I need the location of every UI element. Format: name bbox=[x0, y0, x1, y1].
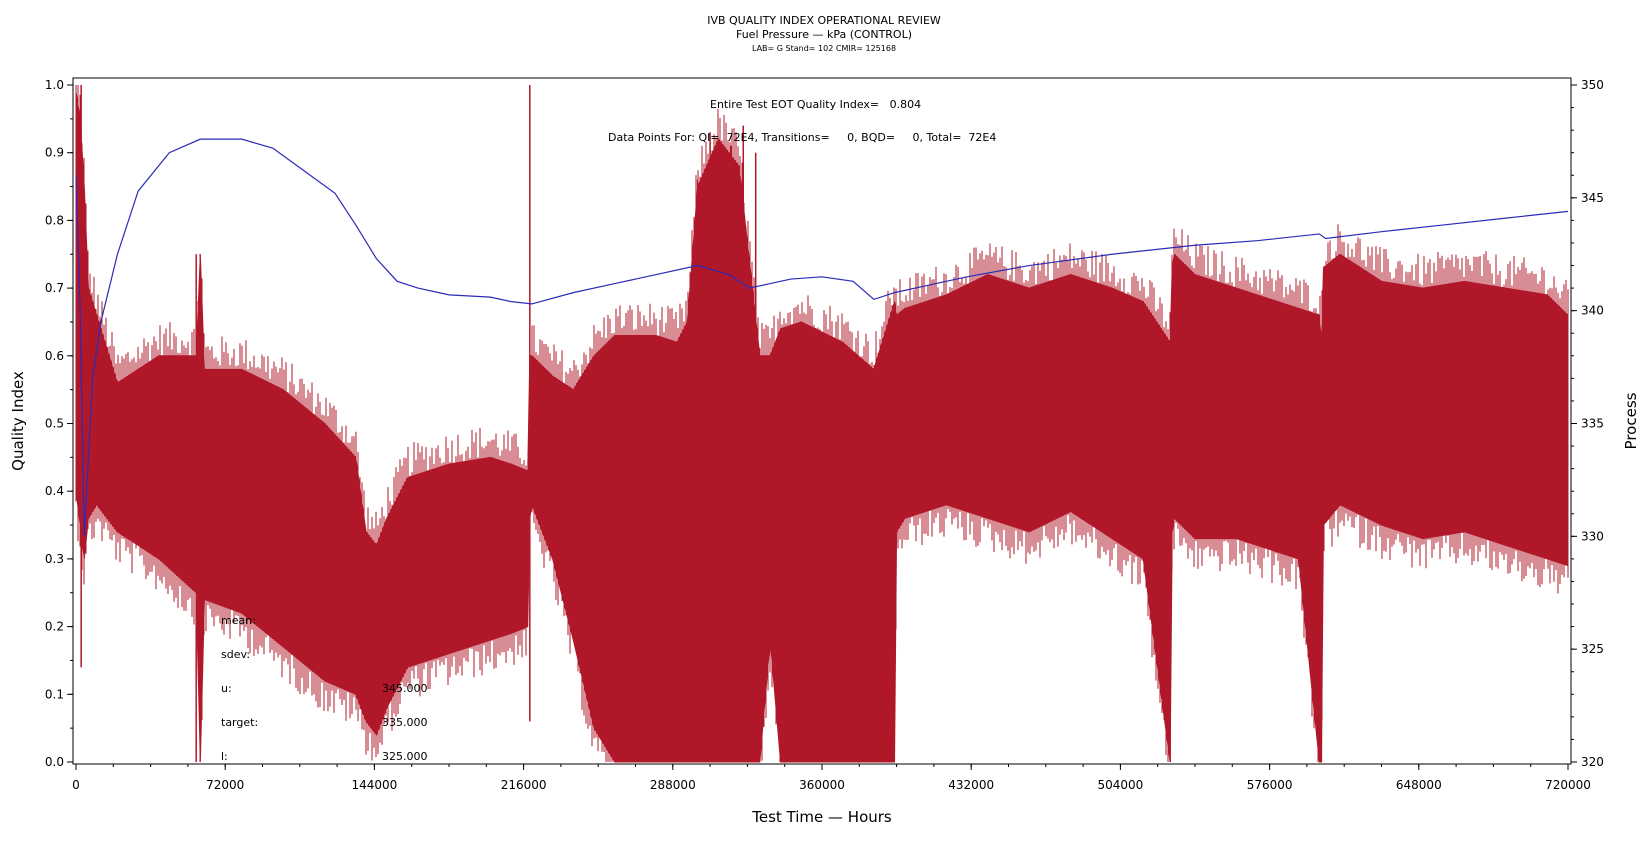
y2-tick-label: 320 bbox=[1581, 755, 1604, 769]
data-points-annotation: Data Points For: QI= 72E4, Transitions= … bbox=[608, 131, 996, 144]
x-tick-label: 360000 bbox=[799, 778, 845, 792]
y-tick-label: 0.6 bbox=[45, 349, 64, 363]
x-tick-label: 648000 bbox=[1396, 778, 1442, 792]
x-tick-label: 144000 bbox=[351, 778, 397, 792]
x-tick-label: 432000 bbox=[948, 778, 994, 792]
chart-lab-line: LAB= G Stand= 102 CMIR= 125168 bbox=[752, 44, 896, 53]
x-tick-label: 504000 bbox=[1097, 778, 1143, 792]
quality-index-noise bbox=[75, 85, 1569, 762]
quality-index-annotation: Entire Test EOT Quality Index= 0.804 bbox=[710, 98, 921, 111]
chart-title: IVB QUALITY INDEX OPERATIONAL REVIEW bbox=[707, 14, 941, 27]
y2-tick-label: 335 bbox=[1581, 417, 1604, 431]
process-line bbox=[75, 138, 1569, 537]
y2-tick-label: 345 bbox=[1581, 191, 1604, 205]
y-tick-label: 0.1 bbox=[45, 687, 64, 701]
y2-tick-label: 325 bbox=[1581, 642, 1604, 656]
y2-tick-label: 330 bbox=[1581, 529, 1604, 543]
y-axis-label: Quality Index bbox=[9, 371, 27, 471]
y-tick-label: 0.5 bbox=[45, 417, 64, 431]
x-tick-label: 720000 bbox=[1545, 778, 1591, 792]
x-tick-label: 72000 bbox=[206, 778, 244, 792]
stat-l-label: l: bbox=[221, 750, 228, 763]
stat-u-value: 345.000 bbox=[382, 682, 428, 695]
chart-subtitle: Fuel Pressure — kPa (CONTROL) bbox=[736, 28, 912, 41]
stat-mean-label: mean: bbox=[221, 614, 256, 627]
y-tick-label: 0.8 bbox=[45, 213, 64, 227]
y-tick-label: 0.9 bbox=[45, 146, 64, 160]
y-tick-label: 0.3 bbox=[45, 552, 64, 566]
x-tick-label: 0 bbox=[72, 778, 80, 792]
y2-tick-label: 350 bbox=[1581, 78, 1604, 92]
stat-l-value: 325.000 bbox=[382, 750, 428, 763]
x-tick-label: 288000 bbox=[650, 778, 696, 792]
stat-u-label: u: bbox=[221, 682, 232, 695]
x-tick-label: 576000 bbox=[1247, 778, 1293, 792]
y-tick-label: 0.4 bbox=[45, 484, 64, 498]
stat-target-label: target: bbox=[221, 716, 258, 729]
y2-axis-label: Process bbox=[1622, 392, 1640, 449]
process-series-layer bbox=[75, 138, 1569, 537]
y-tick-label: 0.7 bbox=[45, 281, 64, 295]
y-tick-label: 0.0 bbox=[45, 755, 64, 769]
stat-target-value: 335.000 bbox=[382, 716, 428, 729]
y-tick-label: 0.2 bbox=[45, 620, 64, 634]
axes-layer: 0 72000 144000 216000 288000 360000 432000 5040… bbox=[45, 78, 1604, 792]
x-tick-label: 216000 bbox=[501, 778, 547, 792]
y2-tick-label: 340 bbox=[1581, 304, 1604, 318]
x-axis-label: Test Time — Hours bbox=[751, 808, 892, 826]
y-tick-label: 1.0 bbox=[45, 78, 64, 92]
stat-sdev-label: sdev: bbox=[221, 648, 250, 661]
quality-index-series-layer bbox=[75, 85, 1569, 763]
